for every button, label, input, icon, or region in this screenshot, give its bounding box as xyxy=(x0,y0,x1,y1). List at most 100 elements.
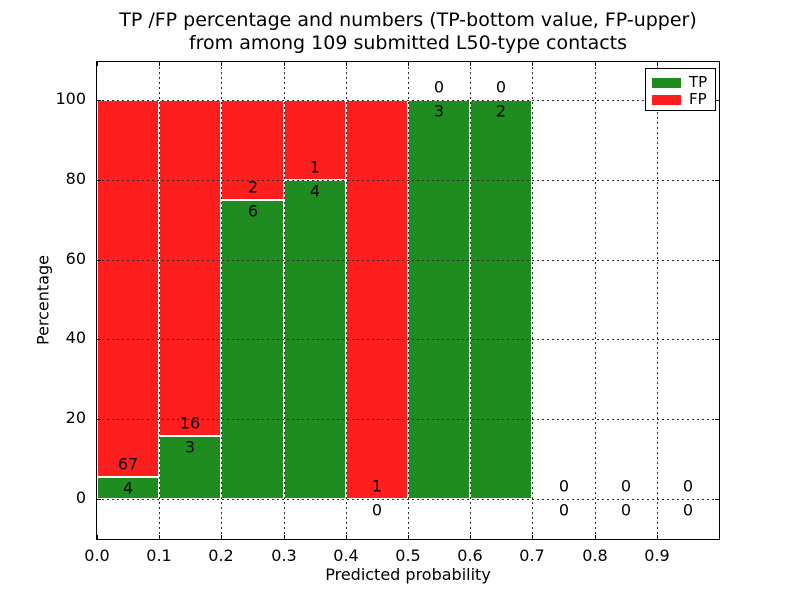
x-axis-label: Predicted probability xyxy=(325,565,491,584)
legend-label-tp: TP xyxy=(689,73,708,91)
tick-mark xyxy=(595,535,596,539)
fp-swatch-icon xyxy=(652,94,681,105)
tick-mark xyxy=(715,419,719,420)
gridline-horizontal xyxy=(97,180,719,181)
bar-label-fp: 67 xyxy=(117,454,139,474)
tick-mark xyxy=(715,100,719,101)
tick-mark xyxy=(97,339,101,340)
tick-mark xyxy=(346,535,347,539)
gridline-vertical xyxy=(470,62,471,539)
tp-swatch-icon xyxy=(652,77,681,88)
gridline-horizontal xyxy=(97,499,719,500)
tick-mark xyxy=(97,419,101,420)
legend-item-fp: FP xyxy=(646,91,715,108)
gridline-horizontal xyxy=(97,260,719,261)
bar-label-tp: 0 xyxy=(620,500,632,520)
gridline-vertical xyxy=(657,62,658,539)
y-tick-label: 20 xyxy=(65,408,86,427)
x-tick-label: 0.8 xyxy=(582,546,608,565)
tick-mark xyxy=(97,260,101,261)
tick-mark xyxy=(97,535,98,539)
bar-label-tp: 6 xyxy=(247,201,259,221)
tick-mark xyxy=(715,180,719,181)
bar-label-tp: 2 xyxy=(495,101,507,121)
gridline-horizontal xyxy=(97,100,719,101)
bar-label-tp: 0 xyxy=(682,500,694,520)
tick-mark xyxy=(532,62,533,66)
y-tick-label: 60 xyxy=(65,249,86,268)
bar-segment-fp xyxy=(97,100,159,477)
y-tick-label: 100 xyxy=(55,89,86,108)
x-tick-label: 0.9 xyxy=(644,546,670,565)
legend-item-tp: TP xyxy=(646,74,715,91)
gridline-vertical xyxy=(159,62,160,539)
bar-label-tp: 0 xyxy=(371,500,383,520)
bar-label-fp: 0 xyxy=(558,476,570,496)
bar-segment-tp xyxy=(221,200,284,499)
bar-label-fp: 1 xyxy=(309,157,321,177)
y-tick-label: 0 xyxy=(75,488,86,507)
bar-label-tp: 3 xyxy=(433,101,445,121)
bar-segment-tp xyxy=(408,100,470,499)
tick-mark xyxy=(470,62,471,66)
y-tick-label: 80 xyxy=(65,169,86,188)
bar-label-tp: 4 xyxy=(309,181,321,201)
tick-mark xyxy=(657,535,658,539)
legend-label-fp: FP xyxy=(689,90,707,108)
tick-mark xyxy=(532,535,533,539)
tick-mark xyxy=(97,62,98,66)
bar-label-tp: 0 xyxy=(558,500,570,520)
bar-label-fp: 1 xyxy=(371,476,383,496)
x-tick-label: 0.3 xyxy=(271,546,297,565)
x-tick-label: 0.7 xyxy=(519,546,545,565)
x-tick-label: 0.4 xyxy=(333,546,359,565)
gridline-horizontal xyxy=(97,419,719,420)
gridline-horizontal xyxy=(97,339,719,340)
tick-mark xyxy=(408,535,409,539)
chart-title: TP /FP percentage and numbers (TP-bottom… xyxy=(97,9,719,55)
tick-mark xyxy=(221,535,222,539)
tick-mark xyxy=(159,535,160,539)
gridline-vertical xyxy=(408,62,409,539)
gridline-vertical xyxy=(532,62,533,539)
bar-label-fp: 0 xyxy=(433,77,445,97)
chart-title-line1: TP /FP percentage and numbers (TP-bottom… xyxy=(119,9,697,31)
tick-mark xyxy=(715,260,719,261)
tick-mark xyxy=(284,62,285,66)
x-tick-label: 0.6 xyxy=(457,546,483,565)
bar-segment-fp xyxy=(221,100,284,200)
tick-mark xyxy=(715,499,719,500)
x-tick-label: 0.0 xyxy=(84,546,110,565)
tick-mark xyxy=(221,62,222,66)
tick-mark xyxy=(159,62,160,66)
bar-segment-fp xyxy=(159,100,221,436)
tick-mark xyxy=(470,535,471,539)
gridline-vertical xyxy=(346,62,347,539)
gridline-vertical xyxy=(284,62,285,539)
tick-mark xyxy=(657,62,658,66)
x-tick-label: 0.1 xyxy=(146,546,172,565)
x-tick-label: 0.5 xyxy=(395,546,421,565)
bar-segment-tp xyxy=(470,100,532,499)
bar-label-tp: 3 xyxy=(184,437,196,457)
tick-mark xyxy=(97,180,101,181)
bar-label-tp: 4 xyxy=(122,478,134,498)
tick-mark xyxy=(97,100,101,101)
tick-mark xyxy=(715,339,719,340)
legend-box: TP FP xyxy=(645,68,716,111)
bar-label-fp: 0 xyxy=(620,476,632,496)
tick-mark xyxy=(284,535,285,539)
chart-title-line2: from among 109 submitted L50-type contac… xyxy=(188,32,628,54)
bar-label-fp: 0 xyxy=(495,77,507,97)
bar-label-fp: 0 xyxy=(682,476,694,496)
gridline-vertical xyxy=(221,62,222,539)
gridline-vertical xyxy=(595,62,596,539)
y-tick-label: 40 xyxy=(65,328,86,347)
bar-segment-tp xyxy=(159,436,221,499)
tick-mark xyxy=(408,62,409,66)
tick-mark xyxy=(97,499,101,500)
x-tick-label: 0.2 xyxy=(208,546,234,565)
tick-mark xyxy=(346,62,347,66)
bar-label-fp: 16 xyxy=(179,413,201,433)
